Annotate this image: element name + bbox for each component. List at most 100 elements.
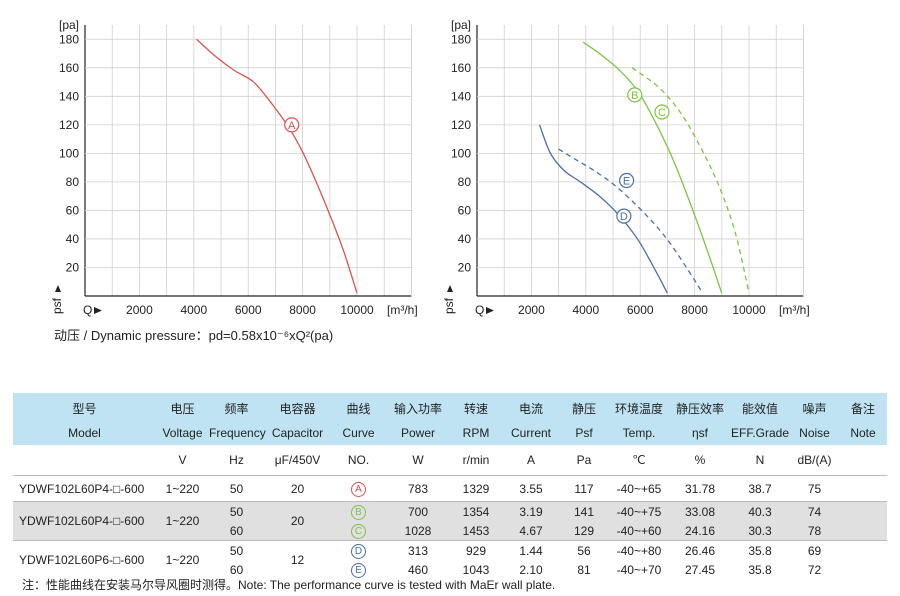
x-tick-label: 10000: [340, 303, 374, 317]
unit-cell: dB/(A): [797, 453, 832, 467]
x-tick-label: 10000: [732, 303, 766, 317]
noise-cell: 69: [790, 540, 839, 560]
grade-cell: 40.3: [730, 501, 790, 521]
table-row: YDWF102L60P4-□-600 1~220 50 20 B 700 1354 3.19 1…: [13, 501, 887, 541]
header-en-cell: ηsf: [670, 421, 730, 445]
header-cn-cell: 环境温度: [608, 393, 670, 421]
curve-marker-a: [284, 117, 300, 133]
frequency-cell: 60: [209, 521, 264, 541]
dynamic-pressure-formula: 动压 / Dynamic pressure：pd=0.58x10⁻⁶xQ²(pa…: [54, 328, 334, 343]
x-tick-label: 6000: [627, 303, 654, 317]
note-cell: [839, 501, 887, 521]
unit-cell: W: [412, 453, 424, 467]
y-tick-label: 80: [66, 175, 80, 189]
header-en-cell: Note: [839, 421, 887, 445]
rpm-cell: 929: [450, 540, 502, 560]
rpm-cell: 1329: [450, 475, 502, 502]
table-row: 60 E 460 1043 2.10 81 -40~+70 27.45 35.8 72: [13, 560, 887, 579]
series-line-b: [582, 41, 723, 294]
temp-cell: -40~+70: [616, 562, 662, 577]
curve-badge-a: A: [351, 482, 366, 497]
grade-cell: 35.8: [748, 562, 772, 577]
efficiency-cell: 24.16: [670, 521, 730, 541]
current-cell: 1.44: [502, 540, 560, 560]
y-tick-label: 20: [458, 260, 472, 274]
header-cn-cell: 转速: [450, 393, 502, 421]
grade-cell: 30.3: [730, 521, 790, 541]
grade-cell: 38.7: [730, 475, 790, 502]
x-axis-arrow-icon: [94, 307, 102, 314]
x-axis-arrow-icon: [486, 307, 494, 314]
table-header-en: Model Voltage Frequency Capacitor Curve Power…: [13, 421, 887, 445]
x-tick-label: 8000: [681, 303, 708, 317]
y-tick-label: 60: [66, 203, 80, 217]
header-cn-cell: 电流: [502, 393, 560, 421]
unit-cell: V: [178, 453, 187, 467]
y-tick-label: 160: [451, 61, 471, 75]
y-tick-label: 140: [59, 89, 79, 103]
current-cell: 4.67: [502, 521, 560, 541]
power-cell: 783: [386, 475, 450, 502]
y-unit-label: [pa]: [59, 18, 79, 32]
voltage-cell: 1~220: [156, 540, 209, 579]
efficiency-cell: 31.78: [670, 475, 730, 502]
header-en-cell: Psf: [560, 421, 608, 445]
temp-cell: -40~+80: [608, 540, 670, 560]
curve-badge-b: B: [351, 505, 366, 520]
rpm-cell: 1453: [450, 521, 502, 541]
efficiency-cell: 26.46: [670, 540, 730, 560]
y-axis-symbol: psf: [50, 297, 64, 314]
table-row: YDWF102L60P6-□-600 1~220 50 12 D 313 929 1.44 56…: [13, 540, 887, 579]
y-tick-label: 140: [451, 89, 471, 103]
note-cell: [839, 540, 887, 560]
noise-cell: 78: [790, 521, 839, 541]
note-cell: [839, 560, 887, 579]
curve-badge-d: D: [351, 544, 366, 559]
psf-cell: 56: [560, 540, 608, 560]
unit-cell: ℃: [632, 453, 646, 467]
curve-badge-c: C: [351, 524, 366, 539]
unit-cell: r/min: [462, 453, 490, 467]
y-tick-label: 180: [59, 32, 79, 46]
psf-cell: 117: [560, 475, 608, 502]
x-axis-symbol: Q: [475, 303, 484, 317]
header-en-cell: Temp.: [608, 421, 670, 445]
series-line-d: [538, 124, 668, 294]
y-tick-label: 40: [458, 232, 472, 246]
grade-cell: 35.8: [730, 540, 790, 560]
frequency-cell: 50: [209, 501, 264, 521]
rpm-cell: 1354: [450, 501, 502, 521]
temp-cell: -40~+65: [608, 475, 670, 502]
noise-cell: 72: [807, 562, 822, 577]
x-unit-label: [m³/h]: [779, 303, 810, 317]
curve-marker-c: [654, 104, 670, 120]
x-axis-symbol: Q: [83, 303, 92, 317]
model-cell: YDWF102L60P4-□-600: [13, 501, 156, 541]
capacitor-cell: 20: [264, 475, 331, 502]
unit-cell: %: [694, 453, 706, 467]
unit-cell: [13, 445, 156, 476]
curve-cell: B: [331, 501, 386, 521]
frequency-cell: 50: [209, 540, 264, 560]
rpm-cell: 1043: [462, 562, 490, 577]
frequency-cell: 50: [209, 475, 264, 502]
header-en-cell: Curve: [331, 421, 386, 445]
curve-marker-e: [618, 172, 635, 189]
curve-label-a: A: [288, 120, 296, 132]
x-tick-label: 4000: [572, 303, 599, 317]
header-cn-cell: 噪声: [790, 393, 839, 421]
unit-cell: μF/450V: [274, 453, 321, 467]
x-tick-label: 4000: [180, 303, 207, 317]
footnote: 注：性能曲线在安装马尔导风圈时测得。Note: The performance …: [22, 578, 556, 592]
x-unit-label: [m³/h]: [387, 303, 418, 317]
curve-label-c: C: [658, 107, 666, 119]
y-tick-label: 120: [59, 118, 79, 132]
header-cn-cell: 频率: [209, 393, 264, 421]
y-axis-arrow-icon: [447, 285, 453, 292]
efficiency-cell: 33.08: [670, 501, 730, 521]
y-axis-arrow-icon: [55, 285, 61, 292]
unit-cell: [839, 445, 887, 476]
header-en-cell: EFF.Grade: [730, 421, 790, 445]
